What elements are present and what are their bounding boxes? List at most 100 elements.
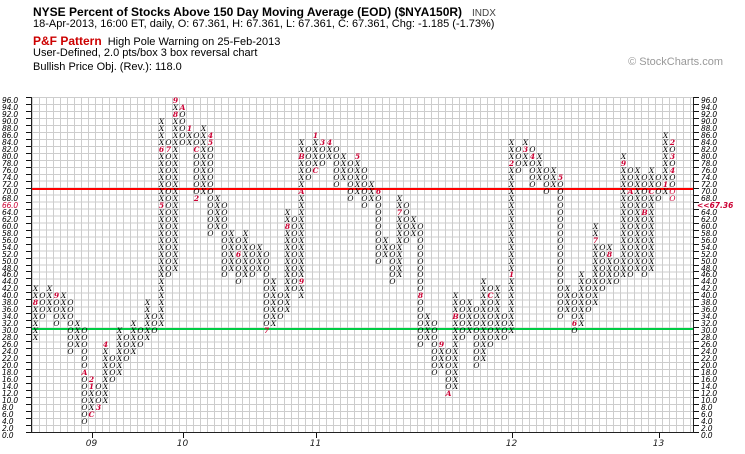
y-tick-left (26, 320, 31, 322)
y-label-left: 80.0 (2, 151, 18, 161)
pnf-box: O (627, 242, 634, 252)
pnf-box: O (585, 284, 592, 294)
pnf-box: O (417, 221, 424, 231)
pnf-box: X (508, 214, 515, 224)
pnf-box: O (473, 340, 480, 350)
pnf-box: O (165, 172, 172, 182)
pnf-box: O (151, 312, 158, 322)
pnf-box: X (228, 256, 235, 266)
pnf-box: X (662, 130, 669, 140)
pnf-box: O (557, 256, 564, 266)
pnf-box: O (319, 158, 326, 168)
pnf-box: O (585, 277, 592, 287)
pnf-box: O (221, 207, 228, 217)
y-tick-left (26, 369, 31, 371)
y-label-right: 44.0 (701, 277, 717, 287)
pnf-box: O (235, 242, 242, 252)
pnf-box: X (312, 144, 319, 154)
pnf-box: X (438, 361, 445, 371)
pnf-box: X (158, 165, 165, 175)
pnf-box: X (284, 249, 291, 259)
pnf-box: O (53, 298, 60, 308)
pnf-box: O (557, 305, 564, 315)
pnf-box: X (256, 242, 263, 252)
pnf-box: O (445, 368, 452, 378)
y-tick-left (26, 250, 31, 252)
pnf-box: O (627, 207, 634, 217)
pnf-box: X (494, 298, 501, 308)
pnf-box: X (508, 249, 515, 259)
pnf-box: O (445, 361, 452, 371)
pnf-box: X (620, 228, 627, 238)
pnf-box: O (557, 298, 564, 308)
pnf-box: X (480, 319, 487, 329)
y-tick-left (26, 355, 31, 357)
pnf-box: X (424, 312, 431, 322)
pnf-box: O (165, 193, 172, 203)
y-label-left: 24.0 (2, 347, 18, 357)
pnf-box: O (123, 347, 130, 357)
pnf-box: X (620, 200, 627, 210)
pnf-box: O (487, 298, 494, 308)
pnf-box: X (312, 151, 319, 161)
pnf-box: O (67, 319, 74, 329)
pnf-box: X (200, 137, 207, 147)
pnf-box: O (515, 144, 522, 154)
pnf-box: X (368, 193, 375, 203)
pnf-box: X (88, 403, 95, 413)
pnf-box: X (172, 256, 179, 266)
pnf-box: O (81, 340, 88, 350)
pnf-box: 8 (172, 109, 179, 119)
pnf-box: X (396, 228, 403, 238)
pnf-box: X (508, 137, 515, 147)
y-tick-right (694, 124, 699, 126)
pnf-box: X (368, 186, 375, 196)
pnf-box: O (641, 186, 648, 196)
y-tick-right (694, 369, 699, 371)
pnf-box: X (158, 221, 165, 231)
y-tick-left (26, 173, 31, 175)
pnf-box: X (340, 165, 347, 175)
pnf-box: X (620, 193, 627, 203)
pnf-box: O (263, 319, 270, 329)
pnf-box: X (158, 228, 165, 238)
pnf-box: O (403, 235, 410, 245)
pnf-box: O (599, 277, 606, 287)
pnf-box: X (158, 319, 165, 329)
pnf-box: O (291, 242, 298, 252)
pnf-box: X (32, 312, 39, 322)
pnf-box: O (557, 284, 564, 294)
x-year-label: 11 (309, 439, 322, 449)
pnf-box: X (32, 284, 39, 294)
pnf-box: O (263, 284, 270, 294)
pnf-box: X (298, 221, 305, 231)
pnf-box: O (417, 228, 424, 238)
pnf-box: X (102, 347, 109, 357)
pnf-box: X (32, 305, 39, 315)
pnf-box: X (200, 130, 207, 140)
pnf-box: X (200, 179, 207, 189)
pnf-box: X (144, 326, 151, 336)
pnf-box: X (620, 249, 627, 259)
pnf-box: X (116, 368, 123, 378)
pnf-box: X (172, 172, 179, 182)
pnf-box: X (298, 284, 305, 294)
pnf-box: X (158, 172, 165, 182)
pnf-box: X (172, 249, 179, 259)
y-label-right: 72.0 (701, 179, 717, 189)
pnf-box: X (158, 312, 165, 322)
pnf-box: X (200, 151, 207, 161)
pnf-box: O (263, 312, 270, 322)
pnf-box: X (284, 291, 291, 301)
pnf-box: O (333, 158, 340, 168)
pnf-box: X (508, 305, 515, 315)
pnf-box: X (480, 284, 487, 294)
pnf-box: X (592, 256, 599, 266)
pnf-box: O (67, 347, 74, 357)
pnf-box: 6 (571, 319, 578, 329)
pnf-box: A (81, 368, 88, 378)
pnf-box: X (74, 333, 81, 343)
pnf-box: O (417, 312, 424, 322)
pnf-box: X (396, 249, 403, 259)
pnf-box: X (634, 235, 641, 245)
